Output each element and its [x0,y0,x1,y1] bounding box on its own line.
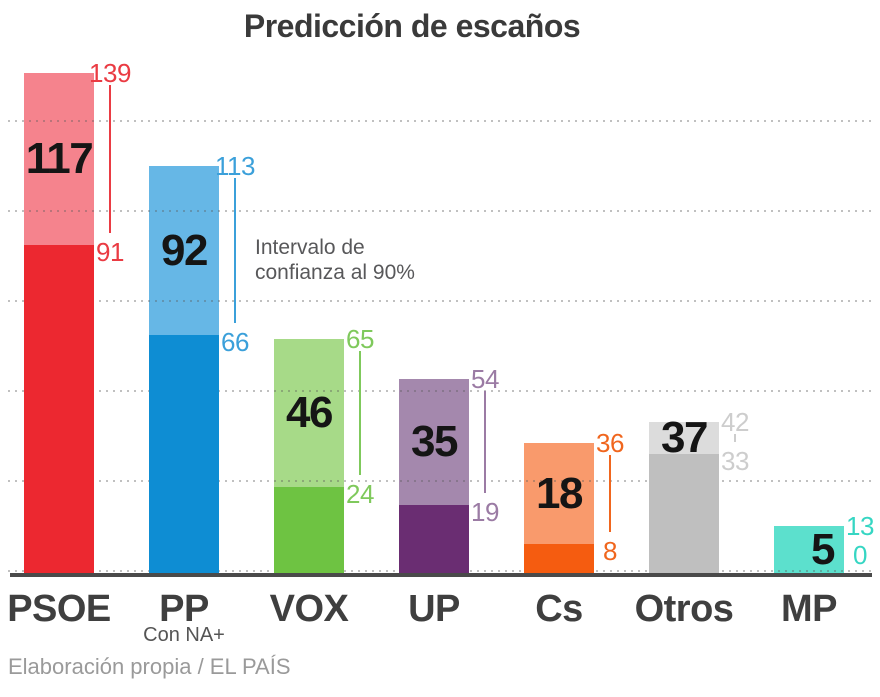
axis-label-MP: MP [781,588,838,630]
axis-label-Cs: Cs [535,588,583,630]
bar-ci-segment-UP [399,378,469,505]
ci-high-label-VOX: 65 [346,324,374,354]
estimate-label-VOX: 46 [286,387,333,437]
estimate-label-PSOE: 117 [25,134,94,183]
ci-low-label-PP: 66 [221,327,249,358]
estimate-label-UP: 35 [411,416,458,466]
ci-high-label-PP: 113 [215,151,255,182]
gridline-125 [8,120,876,122]
confidence-interval-annotation: Intervalo de confianza al 90% [255,235,415,285]
bar-ci-segment-VOX [274,339,344,487]
bar-floor-segment-UP [399,504,469,573]
ci-range-line-Otros [734,433,736,443]
bar-floor-segment-VOX [274,486,344,573]
ci-high-label-Otros: 42 [721,406,749,437]
bar-ci-segment-PP [149,166,219,336]
bar-floor-segment-Cs [524,544,594,573]
gridline-100 [8,210,876,212]
axis-label-PSOE: PSOE [7,588,111,630]
estimate-label-Cs: 18 [536,468,583,518]
bar-ci-segment-MP [774,526,844,573]
ci-low-label-VOX: 24 [346,478,374,509]
ci-high-label-MP: 13 [846,511,874,542]
ci-range-line-VOX [359,351,361,475]
bar-floor-segment-PSOE [24,245,94,573]
gridline-25 [8,480,876,482]
annotation-line-2: confianza al 90% [255,261,415,284]
estimate-label-MP: 5 [811,524,835,574]
x-axis-line [10,573,872,577]
ci-low-label-Cs: 8 [603,536,617,567]
axis-label-UP: UP [408,588,460,630]
ci-low-label-UP: 19 [471,496,499,527]
estimate-label-Otros: 37 [661,413,708,462]
estimate-label-PP: 92 [161,225,208,275]
bar-floor-segment-PP [149,335,219,573]
ci-low-label-Otros: 33 [721,446,749,477]
axis-label-VOX: VOX [269,588,349,630]
axis-sublabel-PP: Con NA+ [143,624,225,646]
gridline-75 [8,300,876,302]
bar-ci-segment-Otros [649,421,719,455]
bar-floor-segment-Otros [649,454,719,573]
chart-title: Predicción de escaños [243,8,581,44]
ci-low-label-MP: 0 [853,540,867,570]
ci-range-line-PP [234,178,236,324]
bar-ci-segment-Cs [524,443,594,545]
ci-range-line-PSOE [109,84,111,234]
source-credit: Elaboración propia / EL PAÍS [8,654,291,679]
ci-high-label-Cs: 36 [596,428,624,459]
axis-label-Otros: Otros [634,588,734,630]
ci-low-label-PSOE: 91 [96,237,124,268]
bar-ci-segment-PSOE [24,72,94,246]
ci-high-label-PSOE: 139 [89,57,131,88]
axis-label-PP: PP [159,588,209,630]
ci-range-line-Cs [609,455,611,533]
annotation-line-1: Intervalo de [255,236,365,259]
ci-range-line-UP [484,390,486,493]
ci-high-label-UP: 54 [471,363,499,394]
gridline-50 [8,390,876,392]
